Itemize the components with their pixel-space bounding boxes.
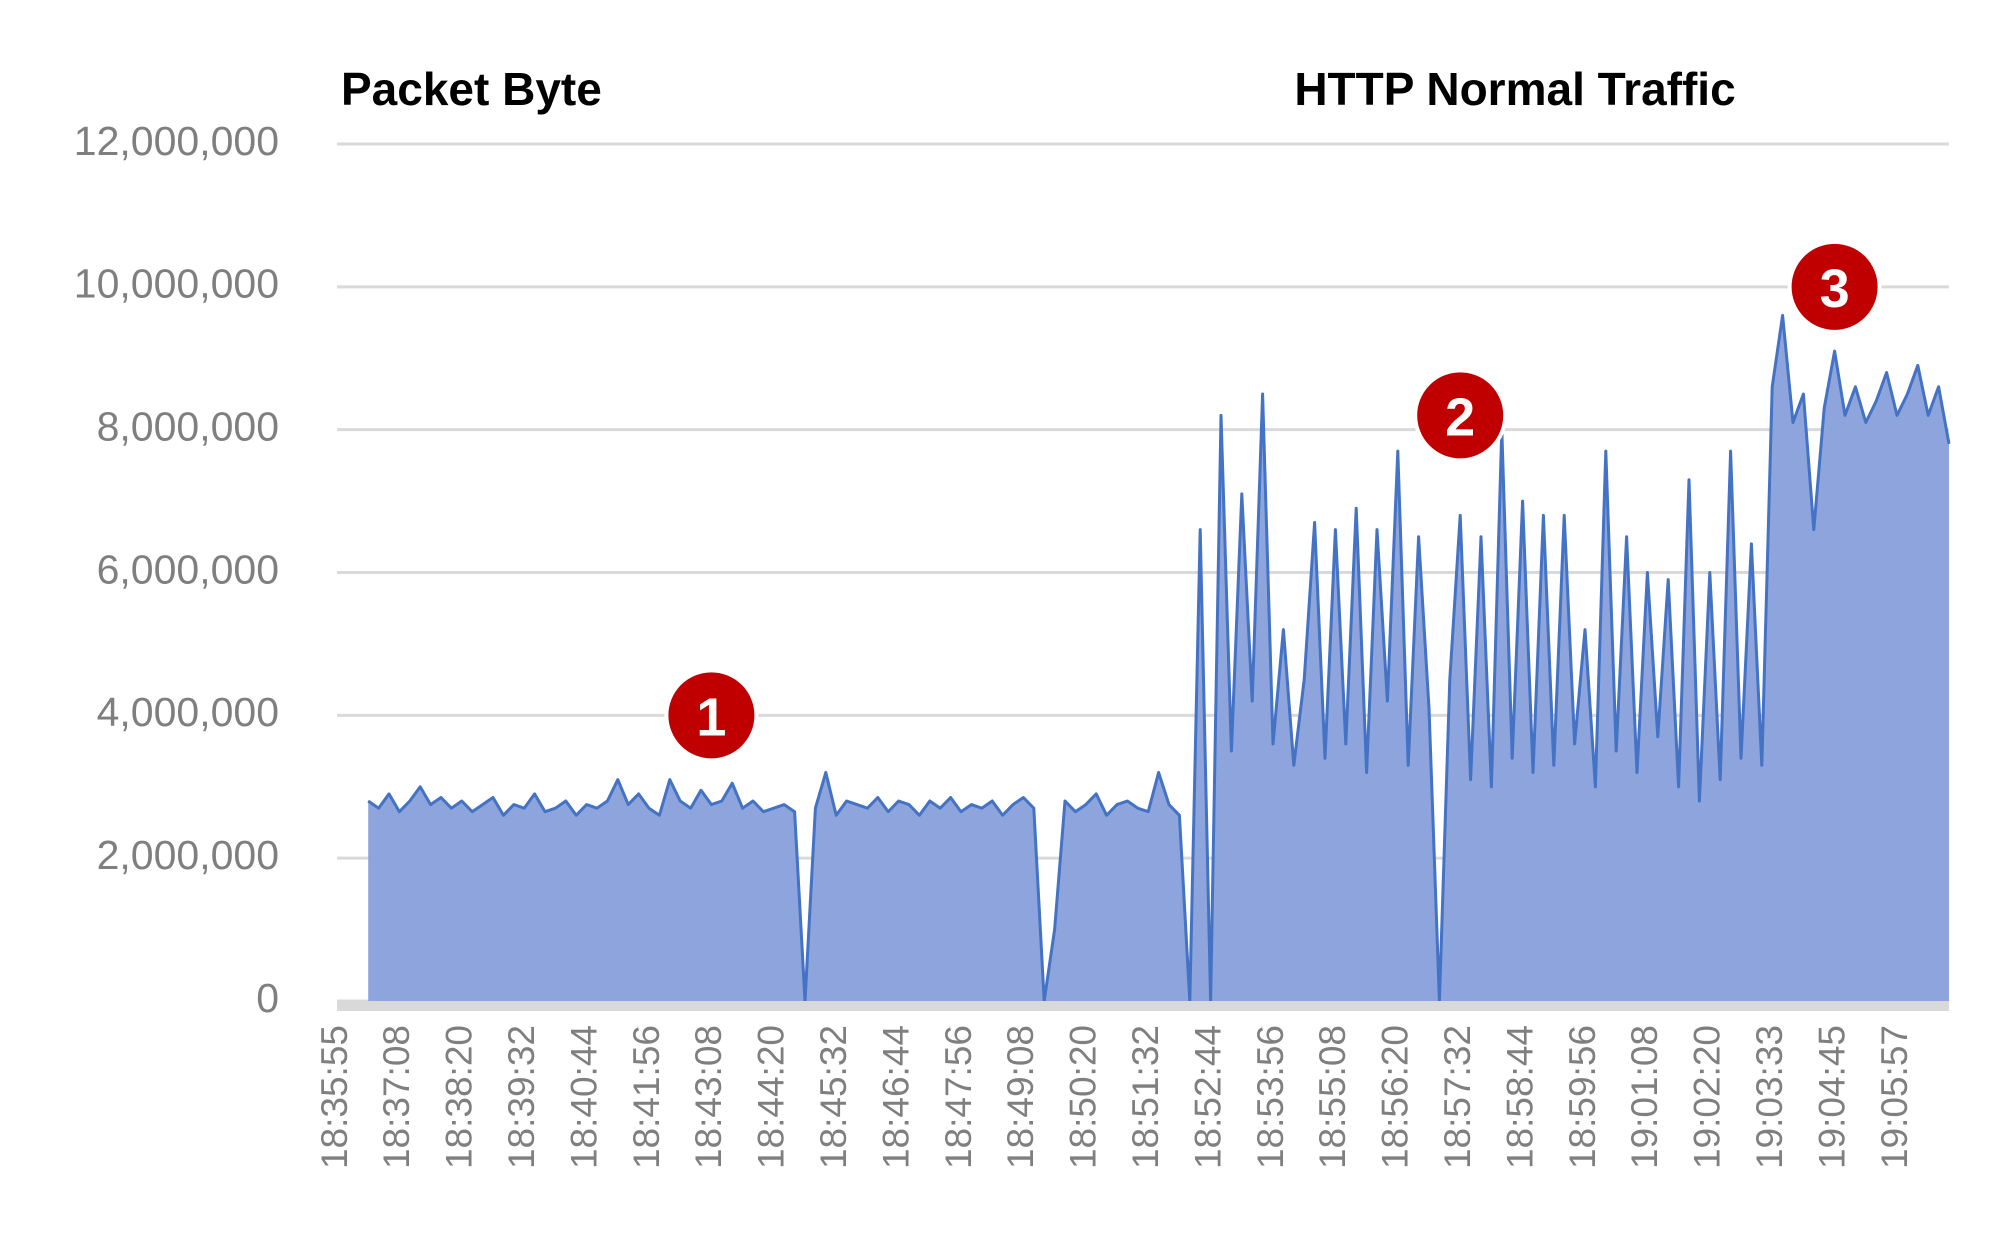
x-tick-label: 18:49:08 [1000, 1025, 1041, 1169]
x-tick-label: 18:45:32 [813, 1025, 854, 1169]
x-tick-label: 19:05:57 [1874, 1025, 1915, 1169]
x-tick-label: 18:59:56 [1562, 1025, 1603, 1169]
x-tick-label: 18:56:20 [1375, 1025, 1416, 1169]
x-tick-label: 18:55:08 [1312, 1025, 1353, 1169]
x-tick-label: 18:52:44 [1187, 1025, 1228, 1169]
x-tick-label: 18:40:44 [563, 1025, 604, 1169]
x-tick-label: 19:01:08 [1624, 1025, 1665, 1169]
y-tick-label: 2,000,000 [97, 832, 279, 878]
y-tick-label: 12,000,000 [74, 118, 279, 164]
x-tick-label: 18:43:08 [688, 1025, 729, 1169]
annotation-label: 1 [696, 687, 726, 747]
x-tick-label: 18:38:20 [439, 1025, 480, 1169]
x-tick-label: 19:04:45 [1811, 1025, 1852, 1169]
x-tick-label: 18:50:20 [1063, 1025, 1104, 1169]
x-tick-label: 18:35:55 [314, 1025, 355, 1169]
x-tick-label: 18:46:44 [875, 1025, 916, 1169]
x-tick-label: 18:47:56 [938, 1025, 979, 1169]
line [367, 313, 1951, 1003]
annotation-label: 3 [1820, 259, 1850, 319]
y-tick-label: 6,000,000 [97, 546, 279, 592]
y-tick-label: 8,000,000 [97, 403, 279, 449]
y-axis-label: Packet Byte [341, 63, 602, 115]
annotation-label: 2 [1445, 387, 1475, 447]
x-tick-label: 19:03:33 [1749, 1025, 1790, 1169]
x-tick-label: 18:44:20 [751, 1025, 792, 1169]
x-tick-label: 18:57:32 [1437, 1025, 1478, 1169]
x-tick-label: 18:51:32 [1125, 1025, 1166, 1169]
y-tick-label: 4,000,000 [97, 689, 279, 735]
annotation-marker [1413, 368, 1508, 463]
y-tick-label: 10,000,000 [74, 261, 279, 307]
chart-title: HTTP Normal Traffic [1294, 63, 1735, 115]
y-tick-label: 0 [256, 975, 279, 1021]
x-tick-label: 18:53:56 [1250, 1025, 1291, 1169]
x-tick-label: 19:02:20 [1687, 1025, 1728, 1169]
x-tick-label: 18:41:56 [626, 1025, 667, 1169]
x-tick-label: 18:58:44 [1499, 1025, 1540, 1169]
x-tick-label: 18:39:32 [501, 1025, 542, 1169]
area-fill [368, 315, 1950, 1001]
x-tick-label: 18:37:08 [376, 1025, 417, 1169]
annotation-marker [1787, 239, 1882, 334]
annotation-marker [664, 668, 759, 763]
